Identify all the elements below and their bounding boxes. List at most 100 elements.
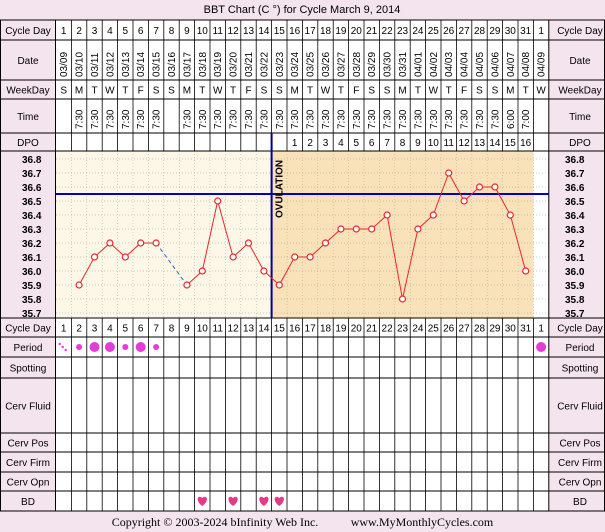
- y-tick-label-left: 35.8: [22, 295, 42, 306]
- row-label-right: Cycle Day: [557, 324, 603, 335]
- period-marker-light: [58, 342, 61, 346]
- date-cell: 03/09: [59, 52, 70, 77]
- temperature-point: [198, 267, 206, 275]
- y-tick-label-left: 36.5: [22, 197, 42, 208]
- time-cell: 7:30: [336, 109, 347, 129]
- copyright-text: Copyright © 2003-2024 bInfinity Web Inc.: [112, 515, 319, 529]
- cycle-day-cell: 17: [305, 26, 317, 37]
- date-cell: 04/01: [413, 52, 424, 77]
- y-tick-label-right: 35.7: [565, 309, 585, 320]
- temperature-point: [368, 225, 376, 233]
- row-label-left: Cerv Pos: [7, 439, 48, 450]
- time-cell: 7:30: [475, 109, 486, 129]
- date-cell: 04/05: [475, 52, 486, 77]
- weekday-cell: T: [199, 86, 205, 97]
- date-cell: 03/22: [259, 52, 270, 77]
- weekday-cell: S: [476, 86, 483, 97]
- weekday-cell: M: [291, 86, 299, 97]
- cycle-day-cell: 20: [351, 26, 363, 37]
- temperature-line-segment: [509, 214, 527, 272]
- cycle-day-cell: 31: [520, 26, 532, 37]
- dpo-cell: 14: [489, 138, 501, 149]
- dpo-cell: 6: [369, 138, 375, 149]
- time-cell: 7:30: [213, 109, 224, 129]
- bd-heart-icon: [274, 496, 284, 506]
- temperature-point: [306, 253, 314, 261]
- date-cell: 03/18: [198, 52, 209, 77]
- cycle-day-cell: 1: [61, 26, 67, 37]
- period-marker: [104, 342, 115, 352]
- period-marker: [89, 342, 100, 352]
- weekday-cell: T: [415, 86, 421, 97]
- cycle-day-cell: 11: [213, 26, 224, 37]
- y-tick-label-left: 36.0: [22, 267, 42, 278]
- time-cell: 7:30: [413, 109, 424, 129]
- weekday-cell: S: [492, 86, 499, 97]
- period-marker-light: [64, 348, 67, 352]
- y-tick-label-left: 36.2: [22, 239, 42, 250]
- cycle-day-cell: 25: [428, 324, 440, 335]
- row-label-left: Period: [14, 343, 43, 354]
- cycle-day-cell: 10: [197, 26, 209, 37]
- cycle-day-cell: 3: [92, 26, 98, 37]
- y-tick-label-right: 36.5: [565, 197, 585, 208]
- cycle-day-cell: 7: [153, 26, 159, 37]
- cycle-day-cell: 23: [397, 324, 409, 335]
- time-cell: 7:30: [244, 109, 255, 129]
- cycle-day-cell: 1: [61, 324, 67, 335]
- weekday-cell: T: [230, 86, 236, 97]
- weekday-cell: W: [213, 86, 223, 97]
- temperature-point: [398, 295, 407, 303]
- cycle-day-cell: 15: [274, 324, 286, 335]
- row-label-right: BD: [573, 497, 587, 508]
- date-cell: 03/31: [398, 52, 409, 77]
- temperature-point: [183, 281, 191, 289]
- time-cell: 7:30: [460, 109, 471, 129]
- date-cell: 04/08: [521, 52, 532, 77]
- date-cell: 03/19: [213, 52, 224, 77]
- temperature-point: [260, 267, 268, 275]
- cycle-day-cell: 30: [505, 26, 517, 37]
- bd-heart-icon: [228, 496, 238, 506]
- row-label-left: Cycle Day: [5, 324, 51, 335]
- weekday-cell: W: [105, 86, 115, 97]
- date-cell: 03/16: [167, 52, 178, 77]
- dpo-cell: 11: [444, 138, 455, 149]
- dpo-cell: 13: [474, 138, 486, 149]
- bd-heart-icon: [197, 496, 207, 506]
- date-cell: 03/12: [105, 52, 116, 77]
- dpo-cell: 16: [520, 138, 532, 149]
- time-cell: 7:30: [229, 109, 240, 129]
- cycle-day-cell: 22: [382, 324, 394, 335]
- y-tick-label-right: 36.7: [565, 169, 585, 180]
- temperature-line-segment: [448, 172, 465, 202]
- cycle-day-cell: 12: [228, 324, 240, 335]
- weekday-cell: M: [506, 86, 514, 97]
- cycle-day-cell: 19: [335, 26, 347, 37]
- weekday-cell: T: [91, 86, 97, 97]
- cycle-day-cell: 14: [258, 26, 270, 37]
- date-cell: 04/04: [460, 52, 471, 77]
- post-ovulation-area: [271, 151, 534, 318]
- temperature-line-segment: [432, 172, 450, 216]
- time-cell: 7:30: [367, 109, 378, 129]
- weekday-cell: F: [138, 86, 144, 97]
- temperature-point: [244, 239, 253, 247]
- time-cell: 7:30: [444, 109, 455, 129]
- period-marker-light: [61, 345, 64, 349]
- cycle-day-cell: 27: [459, 324, 471, 335]
- y-tick-label-right: 36.1: [565, 253, 585, 264]
- temperature-point: [414, 225, 422, 233]
- cycle-day-cell: 9: [184, 26, 190, 37]
- cycle-day-cell: 24: [412, 26, 424, 37]
- y-tick-label-right: 35.8: [565, 295, 585, 306]
- y-tick-label-right: 36.3: [565, 225, 585, 236]
- row-label-right: Time: [569, 112, 591, 123]
- temperature-point: [506, 211, 514, 219]
- temperature-point: [152, 239, 160, 247]
- weekday-cell: M: [75, 86, 83, 97]
- date-cell: 04/06: [490, 52, 501, 77]
- weekday-cell: S: [261, 86, 268, 97]
- cycle-day-cell: 14: [258, 324, 270, 335]
